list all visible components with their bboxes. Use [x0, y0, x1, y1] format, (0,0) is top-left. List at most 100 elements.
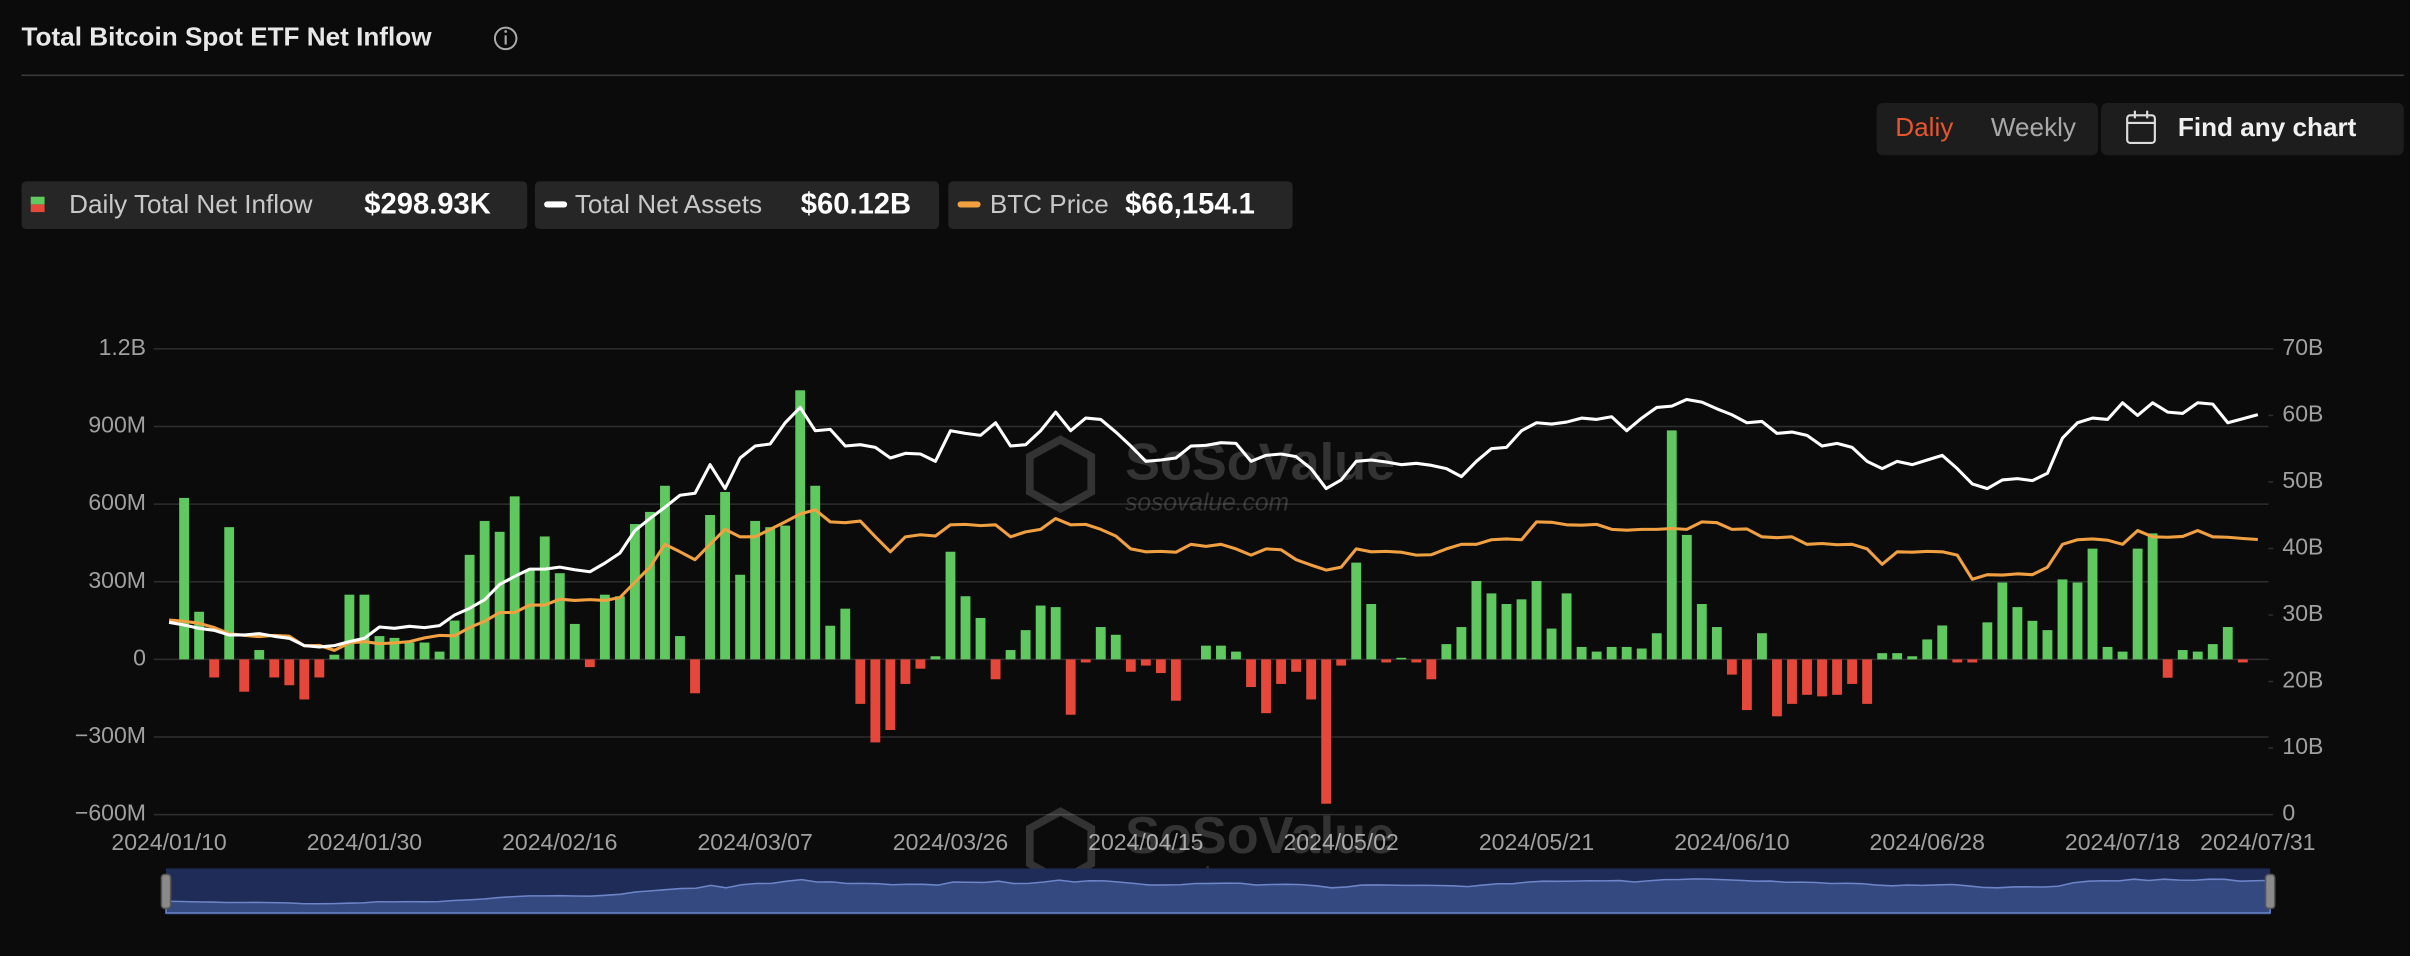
- bar: [675, 636, 685, 660]
- bar: [2162, 659, 2173, 678]
- bar: [2222, 627, 2233, 660]
- bar: [2207, 644, 2218, 660]
- bar: [419, 642, 430, 660]
- bar: [1546, 628, 1557, 660]
- bar: [1561, 593, 1572, 660]
- x-tick-label: 2024/06/28: [1870, 829, 1985, 855]
- bar: [1726, 659, 1737, 675]
- bar: [2237, 659, 2248, 663]
- y2-tick-label: 60B: [2282, 401, 2323, 427]
- bar: [2117, 651, 2128, 660]
- bar: [569, 623, 580, 660]
- y-tick-label: 0: [133, 644, 146, 670]
- legend-chip[interactable]: [21, 181, 528, 230]
- bar: [705, 514, 715, 660]
- bar: [1471, 580, 1482, 660]
- weekly-button[interactable]: Weekly: [1991, 112, 2076, 142]
- bar: [1501, 603, 1512, 660]
- bar: [614, 596, 625, 660]
- bar: [1636, 648, 1647, 660]
- bar: [554, 573, 565, 660]
- bar: [314, 659, 325, 678]
- y-tick-label: −600M: [75, 800, 146, 826]
- bar: [584, 659, 595, 668]
- x-tick-label: 2024/05/21: [1479, 829, 1594, 855]
- bar: [1411, 659, 1422, 663]
- bar: [855, 659, 866, 704]
- bar: [1291, 659, 1302, 672]
- y-tick-label: 1.2B: [99, 334, 146, 360]
- bar: [1426, 659, 1437, 680]
- bar: [645, 511, 655, 660]
- bar: [1050, 607, 1061, 660]
- bar: [284, 659, 295, 686]
- bar: [494, 531, 505, 660]
- y-tick-label: 900M: [88, 412, 146, 438]
- bar: [930, 656, 941, 660]
- navigator-handle[interactable]: [2264, 873, 2276, 910]
- bar: [1276, 659, 1286, 684]
- bar: [299, 659, 310, 700]
- legend-label: Total Net Assets: [575, 189, 762, 219]
- navigator-area: [165, 878, 2271, 914]
- bar: [1817, 659, 1827, 697]
- bar: [359, 594, 370, 660]
- y2-tick-label: 70B: [2282, 334, 2323, 360]
- bar: [1486, 593, 1497, 660]
- bar: [209, 659, 220, 678]
- bar: [1246, 659, 1256, 688]
- bar: [2012, 607, 2023, 660]
- bar: [1591, 651, 1602, 660]
- bar: [344, 594, 355, 660]
- line: [168, 508, 2258, 652]
- bar: [885, 659, 896, 730]
- bar: [1832, 659, 1842, 695]
- search-label[interactable]: Find any chart: [2178, 112, 2357, 142]
- bar: [1306, 659, 1317, 700]
- x-tick-label: 2024/01/30: [307, 829, 422, 855]
- bar: [2027, 620, 2038, 660]
- navigator-handle[interactable]: [160, 873, 172, 910]
- bar: [629, 524, 640, 660]
- bar: [539, 536, 550, 660]
- bar: [1952, 659, 1963, 663]
- search-button[interactable]: [2101, 102, 2404, 156]
- info-icon[interactable]: [493, 26, 518, 51]
- legend-chip[interactable]: [948, 181, 1293, 230]
- bar: [2132, 548, 2143, 660]
- bar: [1621, 646, 1632, 660]
- bar: [825, 625, 836, 660]
- line: [168, 397, 2259, 649]
- bar: [1035, 605, 1046, 660]
- bar: [329, 654, 340, 660]
- navigator[interactable]: [160, 868, 2276, 915]
- bar: [479, 520, 490, 660]
- bar: [960, 596, 971, 660]
- bar: [2147, 533, 2158, 660]
- chart-title: Total Bitcoin Spot ETF Net Inflow: [22, 21, 433, 51]
- bar: [1877, 653, 1888, 660]
- bar: [2087, 548, 2098, 660]
- x-tick-label: 2024/04/15: [1088, 829, 1203, 855]
- bar: [1321, 659, 1332, 804]
- bar: [1216, 645, 1226, 660]
- bar: [690, 659, 700, 694]
- y-tick-label: 600M: [88, 489, 146, 515]
- y2-tick-label: 0: [2282, 800, 2295, 826]
- bar: [870, 659, 881, 743]
- legend-value: $66,154.1: [1125, 189, 1255, 221]
- daily-button[interactable]: Daliy: [1895, 112, 1953, 142]
- bar: [840, 608, 851, 660]
- bar: [2057, 579, 2068, 660]
- legend-chip[interactable]: [534, 181, 940, 230]
- legend: Daily Total Net Inflow $298.93K Total Ne…: [21, 181, 1293, 230]
- legend-swatch: [30, 196, 45, 205]
- plot: [168, 390, 2263, 804]
- bar: [1336, 659, 1347, 666]
- x-tick-label: 2024/01/10: [111, 829, 226, 855]
- bar: [1651, 633, 1662, 660]
- bar: [1666, 430, 1677, 660]
- bar: [1982, 622, 1993, 660]
